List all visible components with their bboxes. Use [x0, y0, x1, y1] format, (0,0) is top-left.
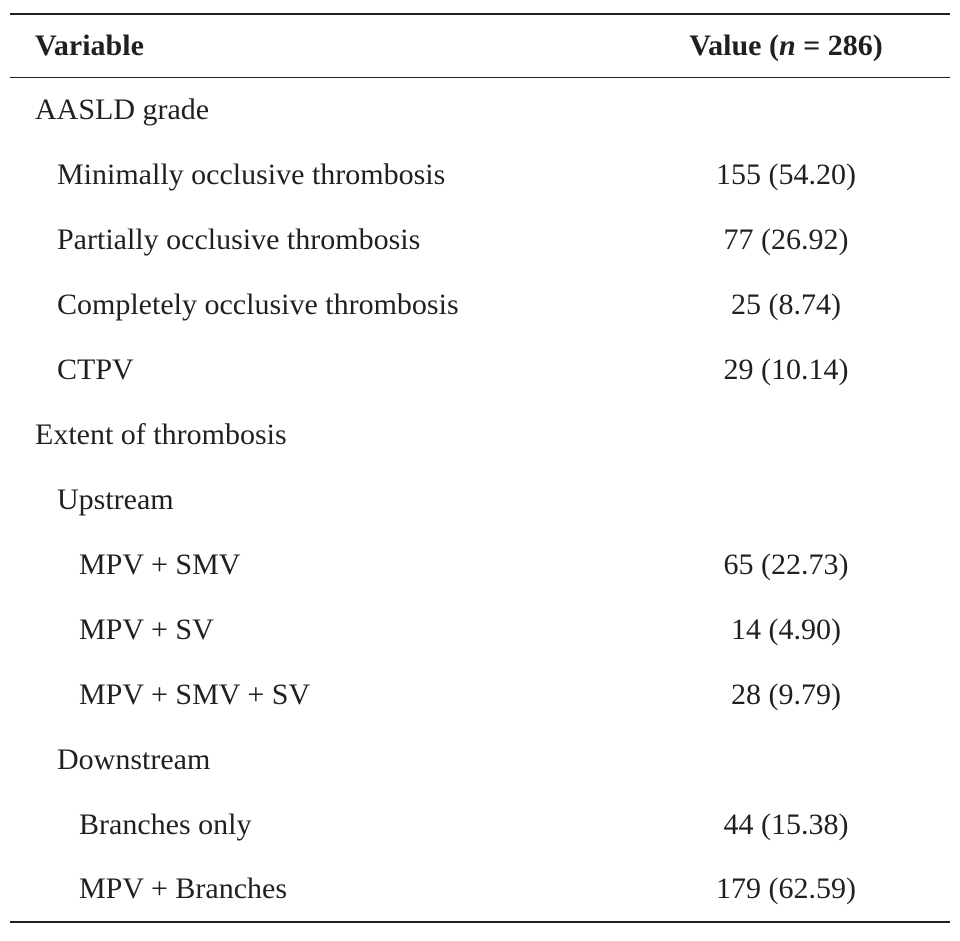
section-header-row: AASLD grade	[10, 77, 950, 142]
row-value: 44 (15.38)	[723, 807, 849, 841]
row-value	[622, 467, 950, 532]
header-value-n: n	[778, 28, 796, 62]
row-value: 155 (54.20)	[716, 157, 856, 191]
table-row: Completely occlusive thrombosis 25 (8.74)	[10, 272, 950, 337]
row-label: AASLD grade	[35, 92, 210, 126]
row-label: CTPV	[57, 352, 134, 386]
section-header-row: Downstream	[10, 727, 950, 792]
row-value: 29 (10.14)	[723, 352, 849, 386]
header-row: Variable Value (n = 286)	[10, 14, 950, 77]
table-row: MPV + SMV 65 (22.73)	[10, 532, 950, 597]
row-label: Downstream	[57, 742, 211, 776]
row-value: 65 (22.73)	[723, 547, 849, 581]
row-value	[622, 402, 950, 467]
row-label: Extent of thrombosis	[35, 417, 287, 451]
row-value: 25 (8.74)	[731, 287, 841, 321]
table-row: MPV + SMV + SV 28 (9.79)	[10, 662, 950, 727]
row-value: 14 (4.90)	[731, 612, 841, 646]
row-value: 28 (9.79)	[731, 677, 841, 711]
row-value: 179 (62.59)	[716, 872, 856, 905]
row-label: MPV + SMV + SV	[79, 677, 311, 711]
header-value: Value (n = 286)	[622, 14, 950, 77]
row-label: Minimally occlusive thrombosis	[57, 157, 446, 191]
row-label: Branches only	[79, 807, 252, 841]
table-row: MPV + SV 14 (4.90)	[10, 597, 950, 662]
row-value	[622, 77, 950, 142]
row-label: MPV + SMV	[79, 547, 241, 581]
section-header-row: Upstream	[10, 467, 950, 532]
data-table: Variable Value (n = 286) AASLD grade Mini…	[10, 13, 950, 923]
table-row: Minimally occlusive thrombosis 155 (54.20…	[10, 142, 950, 207]
header-value-prefix: Value (	[689, 28, 779, 62]
table-row: MPV + Branches 179 (62.59)	[10, 857, 950, 922]
table-row: Branches only 44 (15.38)	[10, 792, 950, 857]
header-variable: Variable	[35, 28, 144, 62]
row-label: Upstream	[57, 482, 174, 516]
row-label: MPV + SV	[79, 612, 214, 646]
row-label: Partially occlusive thrombosis	[57, 222, 421, 256]
row-value	[622, 727, 950, 792]
row-label: MPV + Branches	[79, 872, 288, 905]
section-header-row: Extent of thrombosis	[10, 402, 950, 467]
row-label: Completely occlusive thrombosis	[57, 287, 459, 321]
header-value-suffix: = 286)	[795, 28, 883, 62]
table-row: CTPV 29 (10.14)	[10, 337, 950, 402]
table-row: Partially occlusive thrombosis 77 (26.92)	[10, 207, 950, 272]
row-value: 77 (26.92)	[723, 222, 849, 256]
